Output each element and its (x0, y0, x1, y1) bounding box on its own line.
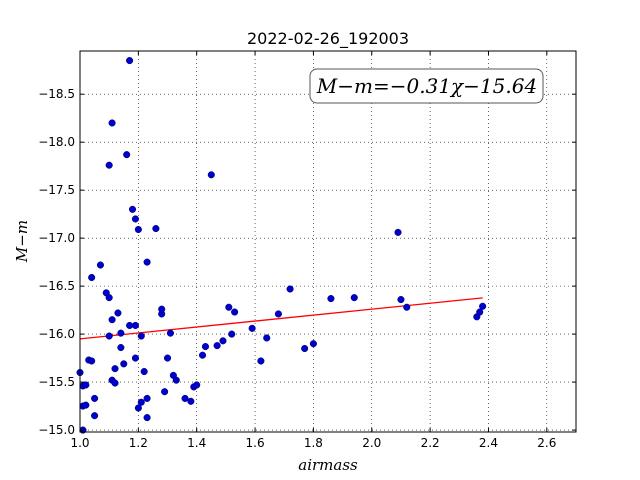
data-point (131, 321, 139, 330)
data-point (152, 224, 160, 233)
data-point (397, 296, 405, 304)
x-tick-label: 1.8 (304, 436, 323, 450)
data-point (143, 258, 151, 266)
plot-frame (79, 50, 577, 433)
data-point (219, 337, 227, 345)
x-tick-label: 2.4 (479, 436, 498, 450)
data-point (309, 340, 317, 348)
data-point (114, 309, 122, 317)
y-axis-label: M−m (13, 220, 31, 263)
x-tick-label: 1.6 (246, 436, 265, 450)
data-point (257, 357, 265, 365)
data-point (120, 360, 128, 368)
data-point (213, 342, 221, 350)
data-point (143, 414, 151, 422)
data-point (163, 354, 172, 362)
data-point (225, 303, 233, 311)
y-tick-label: −15.5 (38, 375, 75, 389)
fit-annotation-text: M−m=−0.31χ−15.64 (316, 74, 537, 98)
data-point (479, 302, 487, 310)
x-tick-label: 1.2 (129, 436, 148, 450)
y-tick-label: −18.5 (38, 87, 75, 101)
data-point (187, 397, 195, 405)
data-point (131, 354, 139, 362)
x-tick-label: 1.0 (70, 436, 89, 450)
axis-ticks (79, 51, 576, 432)
data-point (91, 412, 99, 420)
data-point (88, 273, 96, 282)
data-point (117, 329, 125, 337)
data-point (394, 228, 402, 236)
data-point (181, 394, 189, 402)
data-point (158, 305, 166, 313)
x-tick-label: 2.6 (537, 436, 556, 450)
data-point (143, 394, 151, 402)
data-point (96, 261, 104, 269)
data-point (108, 316, 116, 324)
data-points (76, 57, 487, 434)
y-tick-label: −16.0 (38, 327, 75, 341)
data-point (231, 308, 239, 316)
y-tick-label: −16.5 (38, 279, 75, 293)
chart-title: 2022-02-26_192003 (247, 29, 409, 49)
fit-line (79, 297, 483, 340)
data-point (137, 332, 145, 340)
x-axis-label: airmass (298, 456, 358, 474)
data-point (248, 324, 256, 332)
data-point (172, 376, 180, 384)
data-point (403, 303, 411, 311)
data-point (137, 398, 145, 406)
data-point (161, 388, 169, 396)
data-point (82, 381, 90, 389)
x-tick-label: 1.4 (187, 436, 206, 450)
data-point (193, 381, 201, 389)
data-point (198, 351, 207, 359)
data-point (301, 344, 309, 353)
data-point (108, 119, 116, 127)
data-point (134, 404, 142, 412)
data-point (128, 205, 137, 213)
data-point (131, 215, 139, 223)
data-point (201, 343, 210, 351)
data-point (228, 330, 236, 338)
data-point (105, 161, 113, 169)
data-point (263, 334, 271, 342)
data-point (327, 295, 335, 303)
data-point (140, 367, 148, 376)
x-tick-label: 2.2 (421, 436, 440, 450)
data-point (123, 151, 131, 159)
data-point (105, 294, 113, 302)
fit-annotation-box (309, 68, 544, 104)
data-point (88, 357, 96, 365)
data-point (111, 365, 119, 373)
data-point (111, 379, 119, 387)
data-point (82, 401, 90, 409)
fit-line-layer (79, 297, 483, 340)
x-tick-labels: 1.0 1.2 1.4 1.6 1.8 2.0 2.2 2.4 2.6 (70, 436, 556, 450)
y-tick-label: −15.0 (38, 423, 75, 437)
data-point (91, 394, 99, 402)
data-point (134, 225, 142, 234)
x-tick-label: 2.0 (362, 436, 381, 450)
fit-annotation: M−m=−0.31χ−15.64 (309, 68, 544, 104)
y-tick-label: −17.0 (38, 231, 75, 245)
data-point (166, 329, 174, 337)
data-point (105, 332, 113, 340)
data-point (274, 310, 282, 318)
data-point (117, 343, 125, 352)
data-point (350, 294, 358, 302)
y-tick-labels: −15.0 −15.5 −16.0 −16.5 −17.0 −17.5 −18.0 −18.5 (38, 87, 75, 437)
data-point (126, 57, 134, 65)
y-tick-label: −17.5 (38, 183, 75, 197)
y-tick-label: −18.0 (38, 135, 75, 149)
data-point (476, 308, 484, 316)
data-point (207, 171, 215, 179)
data-point (286, 285, 294, 293)
